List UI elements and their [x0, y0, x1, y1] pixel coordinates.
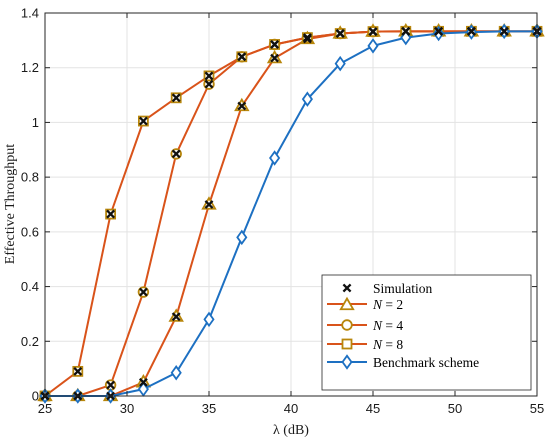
legend-marker-circle: [341, 319, 353, 331]
simulation-point: [171, 149, 181, 159]
simulation-point: [466, 26, 476, 36]
simulation-point: [335, 29, 345, 38]
legend-square-marker: [341, 338, 353, 350]
simulation-point: [237, 101, 247, 111]
simulation-point: [434, 26, 444, 36]
x-tick-label: 50: [448, 401, 462, 416]
legend-x-marker: [342, 283, 352, 293]
y-tick-label: 0.6: [21, 224, 39, 239]
simulation-point: [138, 116, 148, 126]
legend-label-n2: N = 2: [372, 297, 403, 312]
x-stroke: [302, 33, 312, 43]
legend-label-benchmark: Benchmark scheme: [373, 355, 479, 370]
y-tick-label: 1.2: [21, 60, 39, 75]
simulation-point: [106, 209, 116, 219]
x-stroke: [138, 377, 148, 387]
legend-marker-x: [342, 283, 352, 293]
x-stroke: [401, 26, 411, 36]
y-tick-label: 0.2: [21, 334, 39, 349]
x-stroke: [466, 26, 476, 36]
x-stroke: [204, 200, 214, 209]
x-stroke: [171, 93, 181, 103]
simulation-point: [302, 33, 312, 43]
legend-marker-triangle: [339, 296, 355, 311]
y-tick-label: 1: [32, 115, 39, 130]
simulation-point: [204, 200, 214, 209]
simulation-point: [401, 26, 411, 36]
legend-item-n4: N = 4: [327, 318, 403, 333]
legend-label-simulation: Simulation: [373, 281, 433, 296]
x-stroke: [335, 29, 345, 38]
data-point-diamond: [170, 365, 182, 381]
data-point-diamond: [334, 55, 346, 72]
legend-item-benchmark: Benchmark scheme: [327, 354, 479, 370]
x-stroke: [270, 53, 280, 63]
x-stroke: [342, 283, 352, 293]
legend: Simulation N = 2 N = 4 N = 8 Benchmark s…: [321, 274, 532, 391]
simulation-point: [270, 40, 280, 49]
x-tick-label: 45: [366, 401, 380, 416]
legend-marker-diamond: [341, 354, 353, 370]
legend-box: [321, 274, 532, 391]
data-point-diamond: [301, 91, 313, 107]
data-point-diamond: [269, 150, 281, 166]
y-tick-label: 0.4: [21, 279, 39, 294]
x-stroke: [73, 366, 83, 376]
y-tick-label: 0.8: [21, 170, 39, 185]
legend-label-n8: N = 8: [372, 337, 403, 352]
x-stroke: [237, 101, 247, 111]
x-axis-label: λ (dB): [273, 423, 309, 438]
x-tick-label: 25: [38, 401, 52, 416]
x-stroke: [171, 149, 181, 159]
axis-ticks: 25 30 35 40 45 50 55 0 0.2 0.4 0.6 0.8 1 1.2 1.4: [21, 6, 544, 417]
simulation-point: [368, 27, 378, 37]
simulation-point: [237, 52, 247, 62]
legend-circle-marker: [341, 319, 353, 331]
data-point-diamond: [203, 311, 215, 328]
legend-diamond-marker: [341, 354, 353, 370]
legend-item-n2: N = 2: [327, 296, 403, 312]
x-stroke: [270, 40, 280, 49]
x-tick-label: 40: [284, 401, 298, 416]
x-stroke: [368, 27, 378, 37]
x-stroke: [434, 26, 444, 36]
legend-triangle-marker: [339, 296, 355, 311]
x-tick-label: 55: [530, 401, 544, 416]
data-point-diamond: [367, 38, 379, 54]
x-stroke: [499, 26, 509, 36]
legend-marker-square: [341, 338, 353, 350]
simulation-point: [138, 287, 148, 297]
simulation-point: [499, 26, 509, 36]
simulation-point: [270, 53, 280, 63]
simulation-point: [171, 93, 181, 103]
simulation-point: [106, 380, 116, 390]
simulation-point: [204, 71, 214, 81]
series-line: [44, 30, 537, 397]
x-tick-label: 30: [120, 401, 134, 416]
y-tick-label: 1.4: [21, 6, 39, 21]
simulation-point: [138, 377, 148, 387]
data-point-diamond: [236, 229, 248, 246]
x-stroke: [237, 52, 247, 62]
x-stroke: [138, 287, 148, 297]
x-stroke: [171, 312, 181, 322]
x-stroke: [106, 209, 116, 219]
simulation-point: [73, 366, 83, 376]
legend-label-n4: N = 4: [372, 318, 403, 333]
y-tick-label: 0: [32, 389, 39, 404]
simulation-point: [171, 312, 181, 322]
x-stroke: [204, 79, 214, 89]
simulation-point: [204, 79, 214, 89]
legend-item-n8: N = 8: [327, 337, 403, 352]
legend-item-simulation: Simulation: [342, 281, 433, 296]
x-stroke: [106, 380, 116, 390]
x-tick-label: 35: [202, 401, 216, 416]
y-axis-label: Effective Throughput: [3, 144, 18, 265]
x-stroke: [204, 71, 214, 81]
x-stroke: [138, 116, 148, 126]
